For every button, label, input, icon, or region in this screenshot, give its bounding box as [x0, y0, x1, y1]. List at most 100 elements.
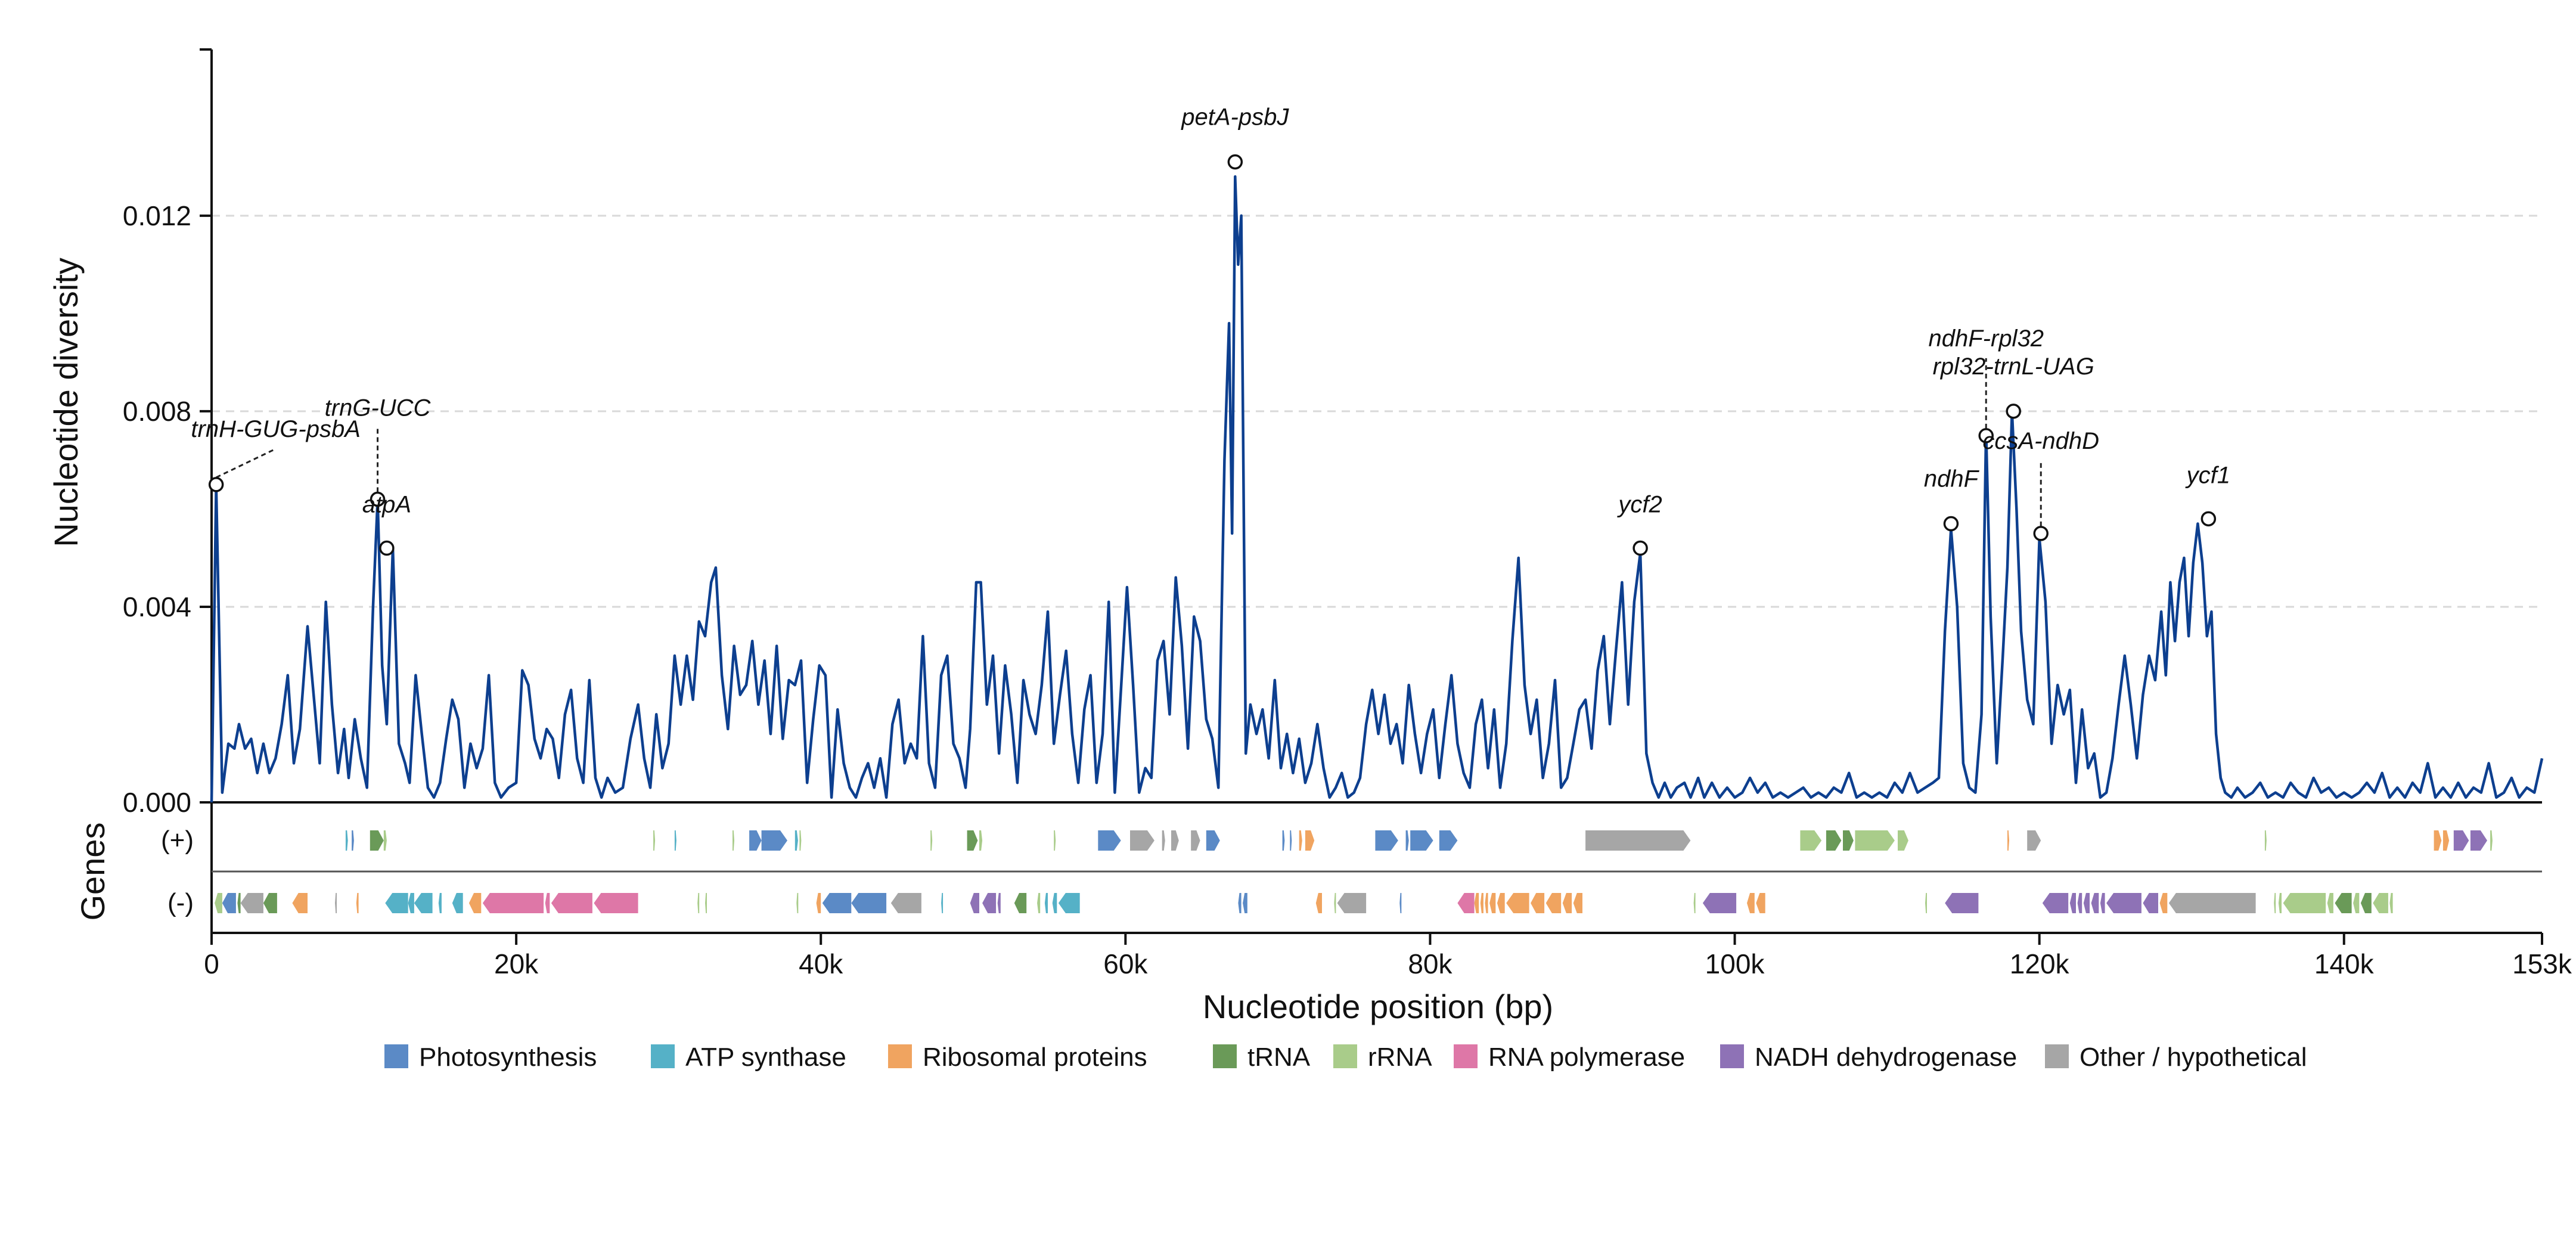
y-tick-label: 0.008 [123, 396, 191, 427]
gene-feature [263, 893, 277, 913]
peak-label: trnH-GUG-psbA [191, 416, 361, 442]
gene-feature [2442, 830, 2450, 851]
gene-feature [761, 830, 787, 851]
legend-label: Photosynthesis [419, 1043, 597, 1072]
peak-marker [379, 540, 395, 556]
gene-feature [979, 830, 983, 851]
gene-feature [1171, 830, 1179, 851]
x-tick-label: 80k [1408, 948, 1453, 979]
legend-swatch [1454, 1044, 1478, 1068]
gene-feature [345, 830, 348, 851]
gene-feature [1925, 893, 1927, 913]
legend-swatch [1213, 1044, 1237, 1068]
peak-label: ndhF-rpl32 [1929, 325, 2044, 352]
gene-feature [1693, 893, 1696, 913]
gene-feature [1489, 893, 1496, 913]
gene-feature [1405, 830, 1409, 851]
gene-feature [1191, 830, 1200, 851]
x-tick-label: 140k [2314, 948, 2375, 979]
x-tick-label: 100k [1705, 948, 1765, 979]
gene-feature [1098, 830, 1121, 851]
gene-feature [1054, 830, 1056, 851]
gene-feature [2083, 893, 2090, 913]
annotation-leader [216, 448, 277, 479]
gene-feature [1130, 830, 1154, 851]
gene-feature [697, 893, 700, 913]
gene-feature [1044, 893, 1048, 913]
peak-marker [2201, 511, 2217, 527]
x-tick-label: 0 [204, 948, 219, 979]
gene-feature [1299, 830, 1302, 851]
gene-feature [1562, 893, 1572, 913]
peak-marker [370, 491, 386, 507]
peak-marker [2006, 404, 2021, 419]
gene-feature [222, 893, 236, 913]
gene-feature [1826, 830, 1842, 851]
gene-feature [2470, 830, 2487, 851]
gene-feature [1334, 893, 1336, 913]
gene-feature [1474, 893, 1479, 913]
gene-feature [292, 893, 308, 913]
gene-feature [2264, 830, 2267, 851]
gene-feature [2434, 830, 2442, 851]
peak-marker [1227, 154, 1243, 170]
grid-lines [212, 215, 2542, 608]
legend-swatch [1720, 1044, 1744, 1068]
gene-feature [2159, 893, 2168, 913]
gene-feature [2453, 830, 2469, 851]
gene-feature [408, 893, 414, 913]
gene-feature [1747, 893, 1755, 913]
gene-feature [822, 893, 852, 913]
gene-feature [799, 830, 802, 851]
gene-feature [1375, 830, 1398, 851]
gene-feature [370, 830, 384, 851]
gene-feature [1506, 893, 1529, 913]
gene-feature [215, 893, 222, 913]
gene-feature [1282, 830, 1285, 851]
gene-feature [2091, 893, 2099, 913]
gene-feature [1037, 893, 1041, 913]
gene-feature [2007, 830, 2009, 851]
gene-feature [1238, 893, 1242, 913]
peak-marker [2033, 526, 2049, 541]
gene-feature [594, 893, 638, 913]
legend-label: Other / hypothetical [2080, 1043, 2307, 1072]
gene-feature [2335, 893, 2352, 913]
gene-feature [1337, 893, 1367, 913]
legend: Photosynthesis ATP synthase Ribosomal prot… [384, 1043, 2307, 1072]
gene-feature [352, 830, 354, 851]
gene-feature [545, 893, 550, 913]
gene-feature [2274, 893, 2276, 913]
gene-feature [1898, 830, 1908, 851]
gene-feature [2168, 893, 2256, 913]
legend-swatch [1333, 1044, 1357, 1068]
gene-feature [1800, 830, 1822, 851]
gene-feature [1945, 893, 1979, 913]
gene-feature [2353, 893, 2360, 913]
gene-feature [997, 893, 1001, 913]
gene-feature [1545, 893, 1562, 913]
gene-feature [1497, 893, 1505, 913]
gene-feature [1702, 893, 1737, 913]
legend-label: Ribosomal proteins [923, 1043, 1147, 1072]
gene-feature [2490, 830, 2493, 851]
gene-feature [1480, 893, 1483, 913]
gene-feature [551, 893, 592, 913]
legend-label: NADH dehydrogenase [1755, 1043, 2017, 1072]
gene-feature [970, 893, 979, 913]
axes: 0.000 0.004 0.008 0.012 0 20k 40k 60k 80k 100k 120… [123, 48, 2572, 979]
gene-feature [356, 893, 359, 913]
gene-feature [1052, 893, 1057, 913]
gene-feature [2069, 893, 2076, 913]
peak-marker [208, 477, 224, 492]
peak-label: rpl32-trnL-UAG [1933, 353, 2094, 380]
gene-feature [2027, 830, 2041, 851]
gene-feature [749, 830, 762, 851]
gene-feature [1531, 893, 1545, 913]
gene-feature [2373, 893, 2388, 913]
gene-feature [385, 893, 408, 913]
x-tick-label: 40k [799, 948, 843, 979]
y-axis-title: Nucleotide diversity [47, 258, 85, 547]
legend-swatch [384, 1044, 408, 1068]
peak-label: ycf2 [1616, 492, 1662, 518]
